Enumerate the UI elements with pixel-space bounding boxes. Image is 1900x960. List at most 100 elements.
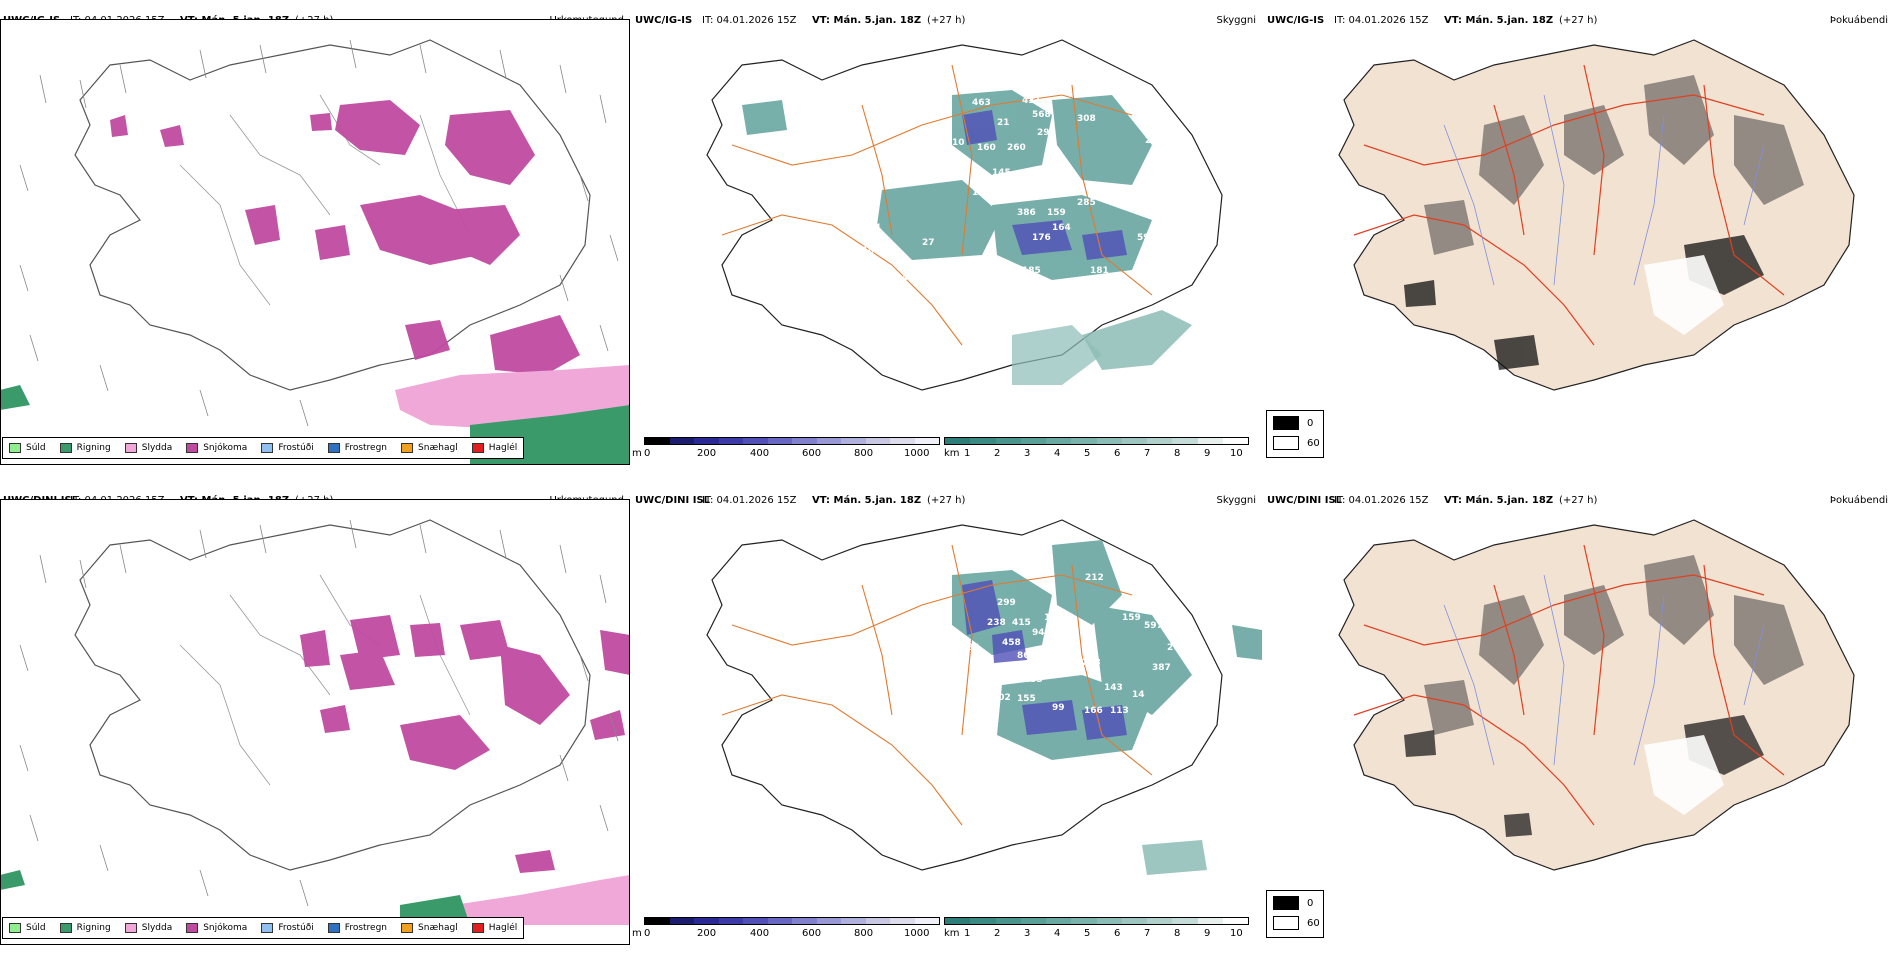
cloud-base-label: 458 xyxy=(1002,638,1021,648)
valid-time: VT: Mán. 5.jan. 18Z xyxy=(1444,15,1554,26)
legend-item: Frostúði xyxy=(261,923,314,933)
legend-item: Rigning xyxy=(59,923,111,933)
fog-legend-label: 0 xyxy=(1307,897,1314,909)
legend-swatch xyxy=(327,443,340,453)
cloud-base-label: 127 xyxy=(962,256,981,266)
cloud-base-label: 21 xyxy=(997,118,1010,128)
cloud-base-label: 463 xyxy=(972,98,991,108)
legend-swatch xyxy=(401,443,414,453)
colorbar-tick: 1 xyxy=(964,928,971,939)
lead-time: (+27 h) xyxy=(927,495,966,506)
panel-header: UWC/DINI ISL IT: 04.01.2026 15Z VT: Mán.… xyxy=(1264,495,1894,511)
colorbar-tick: 9 xyxy=(1204,928,1211,939)
iceland-outline xyxy=(1338,39,1855,391)
cloud-base-label: 105 xyxy=(862,246,881,256)
cloud-base-label: 41 xyxy=(902,273,915,283)
legend-swatch xyxy=(9,443,21,453)
colorbar-tick: 0 xyxy=(644,928,651,939)
valid-time: VT: Mán. 5.jan. 18Z xyxy=(812,495,922,506)
legend-label: Frostúði xyxy=(278,923,314,933)
fog-legend-label: 0 xyxy=(1307,417,1314,429)
cloud-visibility-map[interactable]: 212 299 189 159 176 238 415 94 597 84 45… xyxy=(632,485,1262,915)
precip-type-legend: Súld Rigning Slydda Snjókoma Frostúði Fr… xyxy=(2,917,525,939)
precip-map[interactable] xyxy=(0,485,630,960)
cloud-base-label: 427 xyxy=(1137,256,1156,266)
colorbar-tick: 1000 xyxy=(904,928,930,939)
cloud-base-label: 113 xyxy=(1110,706,1129,716)
model-name: UWC/IG-IS xyxy=(635,15,693,26)
legend-item: Súld xyxy=(9,443,46,453)
fog-panel-row2: UWC/DINI ISL IT: 04.01.2026 15Z VT: Mán.… xyxy=(1264,485,1894,960)
fog-legend-label: 60 xyxy=(1307,917,1320,929)
cloud-base-label: 431 xyxy=(1022,96,1041,106)
legend-swatch xyxy=(59,923,72,933)
visibility-colorbar: km 1 2 3 4 5 6 7 8 9 10 xyxy=(944,917,1254,942)
cloud-base-label: 36 xyxy=(762,148,775,158)
cloud-panel-row2: UWC/DINI ISL IT: 04.01.2026 15Z VT: Mán.… xyxy=(632,485,1262,960)
cloud-base-label: 160 xyxy=(977,143,996,153)
cloud-base-label: 84 xyxy=(967,643,980,653)
cloud-base-label: 27 xyxy=(922,238,935,248)
lead-time: (+27 h) xyxy=(1559,15,1598,26)
cloud-base-label: 99 xyxy=(1052,703,1065,713)
panel-header: UWC/DINI ISL IT: 04.01.2026 15Z VT: Mán.… xyxy=(632,495,1262,511)
legend-swatch xyxy=(124,443,137,453)
colorbar-tick: 600 xyxy=(802,928,822,939)
colorbar-tick: 8 xyxy=(1174,928,1181,939)
colorbar-strip xyxy=(944,437,1249,445)
cloud-base-label: 220 xyxy=(1157,235,1176,245)
cloud-base-label: 12 xyxy=(972,188,985,198)
init-time: IT: 04.01.2026 15Z xyxy=(702,15,797,26)
init-time: IT: 04.01.2026 15Z xyxy=(1334,495,1429,506)
fog-legend-row2: 0 60 xyxy=(1266,890,1324,938)
cloud-base-label: 415 xyxy=(1012,618,1031,628)
cloud-base-label: 116 xyxy=(1052,166,1071,176)
iceland-outline xyxy=(74,519,591,871)
colorbar-tick: 4 xyxy=(1054,448,1061,459)
cloud-base-label: 58 xyxy=(772,288,785,298)
colorbar-tick: 1 xyxy=(964,448,971,459)
cloud-base-label: 176 xyxy=(1142,598,1161,608)
cloud-base-label: 206 xyxy=(982,268,1001,278)
colorbar-unit: m xyxy=(632,928,642,939)
panel-header: UWC/IG-IS IT: 04.01.2026 15Z VT: Mán. 5.… xyxy=(632,15,1262,31)
cloud-base-label: 310 xyxy=(1180,163,1199,173)
fog-index-map[interactable] xyxy=(1264,485,1894,915)
legend-label: Frostregn xyxy=(344,923,388,933)
legend-swatch xyxy=(261,443,274,453)
model-name: UWC/DINI ISL xyxy=(635,495,711,506)
precip-map[interactable] xyxy=(0,5,630,480)
panel-title: Skyggni xyxy=(1216,495,1256,506)
legend-item: Frostregn xyxy=(327,443,387,453)
cloud-base-label: 10 xyxy=(927,358,940,368)
cloud-base-label: 10 xyxy=(952,138,965,148)
legend-label: Slydda xyxy=(141,923,173,933)
legend-swatch xyxy=(471,443,484,453)
fog-legend-swatch xyxy=(1273,416,1299,430)
lead-time: (+27 h) xyxy=(1559,495,1598,506)
fog-legend-item: 60 xyxy=(1273,916,1320,930)
legend-label: Snjókoma xyxy=(203,923,248,933)
colorbar-tick: 9 xyxy=(1204,448,1211,459)
model-name: UWC/IG-IS xyxy=(1267,15,1325,26)
legend-item: Snæhagl xyxy=(401,923,458,933)
colorbar-tick: 4 xyxy=(1054,928,1061,939)
cloud-base-label: 387 xyxy=(1152,663,1171,673)
legend-swatch xyxy=(261,923,274,933)
fog-index-map[interactable] xyxy=(1264,5,1894,435)
cloud-visibility-map[interactable]: 463 431 568 308 21 29 257 10 160 260 36 … xyxy=(632,5,1262,435)
legend-swatch xyxy=(124,923,137,933)
cloud-base-label: 159 xyxy=(1047,208,1066,218)
valid-time: VT: Mán. 5.jan. 18Z xyxy=(1444,495,1554,506)
cloud-base-label: 121 xyxy=(1047,656,1066,666)
iceland-outline xyxy=(1338,519,1855,871)
legend-swatch xyxy=(401,923,414,933)
legend-item: Frostúði xyxy=(261,443,314,453)
cloud-base-label: 599 xyxy=(1137,233,1156,243)
colorbar-tick: 400 xyxy=(750,448,770,459)
init-time: IT: 04.01.2026 15Z xyxy=(1334,15,1429,26)
legend-item: Frostregn xyxy=(327,923,388,933)
cloud-base-label: 145 xyxy=(992,168,1011,178)
fog-panel-row1: UWC/IG-IS IT: 04.01.2026 15Z VT: Mán. 5.… xyxy=(1264,5,1894,480)
legend-label: Snjókoma xyxy=(203,443,248,453)
